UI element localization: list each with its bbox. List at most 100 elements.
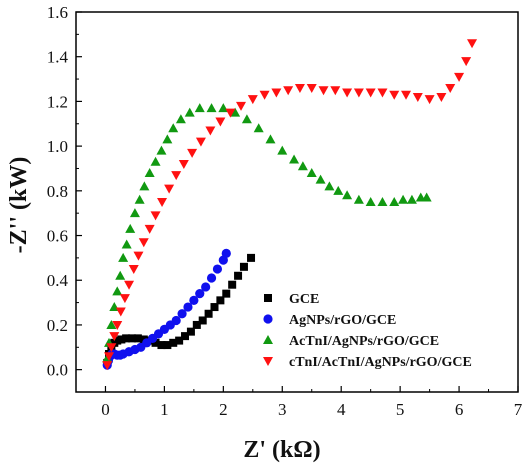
data-point <box>215 117 226 127</box>
series-1 <box>103 253 256 367</box>
data-point <box>247 95 258 105</box>
data-point <box>117 335 126 344</box>
x-tick-label: 5 <box>396 400 405 419</box>
data-point <box>398 194 409 204</box>
y-tick-label: 0.0 <box>47 361 68 380</box>
data-point <box>389 90 400 100</box>
y-tick-label: 0.2 <box>47 316 68 335</box>
data-point <box>115 270 126 280</box>
data-point <box>236 101 247 111</box>
data-point <box>330 86 341 96</box>
data-point <box>265 134 276 144</box>
data-point <box>134 194 145 204</box>
data-point <box>171 315 181 326</box>
data-point <box>102 361 113 371</box>
data-point <box>119 294 130 304</box>
data-point <box>365 88 376 98</box>
x-tick-label: 2 <box>219 400 228 419</box>
data-point <box>222 289 231 298</box>
y-tick-label: 1.4 <box>47 48 69 67</box>
data-point <box>150 211 161 221</box>
legend-marker <box>263 314 273 324</box>
legend-marker <box>263 357 273 366</box>
data-point <box>109 332 120 342</box>
data-point <box>315 174 326 184</box>
data-point <box>342 190 353 200</box>
x-tick-label: 6 <box>455 400 464 419</box>
data-point <box>239 262 248 271</box>
data-point <box>342 88 353 98</box>
data-point <box>150 156 161 166</box>
data-point <box>133 251 144 261</box>
data-point <box>124 280 135 290</box>
data-point <box>412 92 423 102</box>
data-point <box>324 181 335 191</box>
data-point <box>163 341 172 350</box>
axes-layer: 0 1 2 3 4 5 6 7 0.0 0.2 0.4 0.6 0.8 1.0 1.2 1.4 1.6 <box>47 3 523 419</box>
data-point <box>221 248 231 259</box>
series-2 <box>102 248 231 370</box>
data-point <box>212 264 223 274</box>
data-point <box>206 273 217 283</box>
data-point <box>333 185 344 195</box>
data-point <box>133 334 142 343</box>
data-point <box>121 239 132 249</box>
data-point <box>247 253 256 262</box>
data-point <box>271 88 282 98</box>
data-point <box>401 90 412 100</box>
data-point <box>189 295 199 305</box>
data-point <box>283 86 294 96</box>
data-point <box>306 167 317 177</box>
x-tick-label: 3 <box>278 400 287 419</box>
data-point <box>139 181 150 191</box>
data-point <box>206 103 217 113</box>
data-point <box>122 334 131 343</box>
plot-frame <box>75 11 519 393</box>
data-point <box>178 160 189 169</box>
x-tick-label: 7 <box>514 400 523 419</box>
legend-marker <box>263 335 273 344</box>
data-point <box>289 154 300 164</box>
data-point <box>128 265 139 275</box>
legend-label: GCE <box>289 292 319 307</box>
data-point <box>253 123 264 133</box>
marks-layer <box>102 39 478 371</box>
data-point <box>377 88 388 98</box>
data-point <box>306 84 317 93</box>
data-point <box>210 303 219 312</box>
data-point <box>144 224 155 234</box>
data-point <box>171 171 182 181</box>
data-point <box>201 282 211 292</box>
data-point <box>175 336 184 345</box>
data-point <box>204 309 213 318</box>
data-point <box>184 107 195 117</box>
data-point <box>164 184 175 194</box>
data-point <box>151 338 160 347</box>
data-point <box>157 341 166 350</box>
data-point <box>230 107 241 117</box>
x-tick-label: 1 <box>160 400 169 419</box>
y-tick-label: 1.6 <box>47 3 68 22</box>
data-point <box>169 338 178 347</box>
data-point <box>104 352 115 362</box>
data-point <box>228 280 237 289</box>
y-tick-label: 0.8 <box>47 182 68 201</box>
series-4 <box>102 39 478 371</box>
data-point <box>138 238 149 248</box>
data-point <box>406 194 417 204</box>
data-point <box>205 126 216 136</box>
data-point <box>186 327 195 336</box>
legend-label: AgNPs/rGO/GCE <box>289 313 396 328</box>
legend-label: AcTnI/AgNPs/rGO/GCE <box>289 334 439 349</box>
data-point <box>144 167 155 177</box>
data-point <box>181 332 190 341</box>
data-point <box>118 252 129 262</box>
data-point <box>467 39 478 49</box>
data-point <box>353 88 364 98</box>
y-tick-label: 0.6 <box>47 227 68 246</box>
data-point <box>259 90 270 100</box>
data-point <box>377 197 388 206</box>
data-point <box>436 92 447 102</box>
x-axis-title: Z' (kΩ) <box>243 437 320 463</box>
data-point <box>106 343 117 353</box>
